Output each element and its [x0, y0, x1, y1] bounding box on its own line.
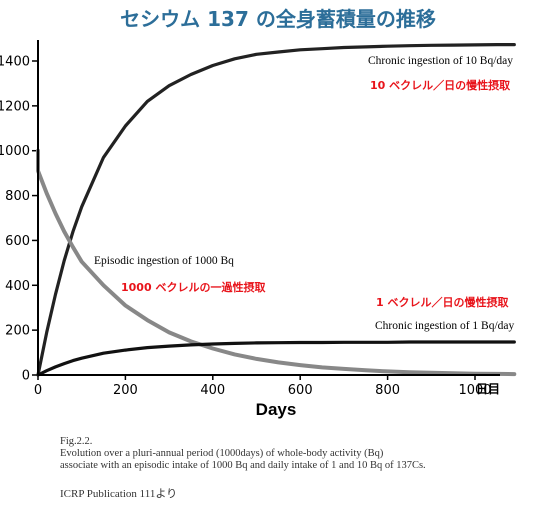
- y-tick-label: 1000: [0, 144, 30, 159]
- x-tick-label: 600: [288, 383, 313, 398]
- series-label-episodic: Episodic ingestion of 1000 Bq: [94, 255, 234, 267]
- chart-title: セシウム 137 の全身蓄積量の推移: [120, 7, 436, 31]
- series-label-chronic-10: Chronic ingestion of 10 Bq/day: [368, 55, 513, 67]
- series-label-episodic-ja: 1000 ベクレルの一過性摂取: [121, 280, 265, 294]
- x-axis-ticks: 0 200 400 600 800 1000: [34, 375, 492, 398]
- y-tick-label: 1400: [0, 55, 30, 70]
- y-tick-label: 1200: [0, 99, 30, 114]
- x-unit-label: 日目: [476, 382, 500, 396]
- y-tick-label: 400: [5, 279, 30, 294]
- figure-caption: Fig.2.2. Evolution over a pluri-annual p…: [60, 436, 426, 472]
- series-label-chronic-1: Chronic ingestion of 1 Bq/day: [375, 320, 515, 332]
- y-tick-label: 200: [5, 324, 30, 339]
- caption-line-2: associate with an episodic intake of 100…: [60, 460, 426, 471]
- y-axis-ticks: 0 200 400 600 800 1000 1200 1400: [0, 55, 38, 384]
- series-line-episodic: [36, 148, 517, 377]
- x-tick-label: 800: [375, 383, 400, 398]
- y-tick-label: 600: [5, 234, 30, 249]
- x-tick-label: 1000: [458, 383, 491, 398]
- x-tick-label: 200: [113, 383, 138, 398]
- series-line-chronic-1: [36, 340, 516, 377]
- series-layer: [36, 43, 517, 377]
- x-tick-label: 0: [34, 383, 42, 398]
- y-tick-label: 0: [22, 369, 30, 384]
- x-axis-label: Days: [256, 400, 297, 419]
- caption-fig-number: Fig.2.2.: [60, 436, 93, 447]
- caption-source: ICRP Publication 111より: [60, 488, 178, 500]
- x-tick-label: 400: [200, 383, 225, 398]
- y-tick-label: 800: [5, 189, 30, 204]
- chart: セシウム 137 の全身蓄積量の推移 0 200 400 600 800 1000 1200…: [0, 7, 517, 419]
- series-line-chronic-10: [36, 43, 516, 377]
- series-label-chronic-10-ja: 10 ベクレル／日の慢性摂取: [370, 78, 510, 92]
- series-label-chronic-1-ja: 1 ベクレル／日の慢性摂取: [376, 295, 508, 309]
- caption-line-1: Evolution over a pluri-annual period (10…: [60, 448, 384, 459]
